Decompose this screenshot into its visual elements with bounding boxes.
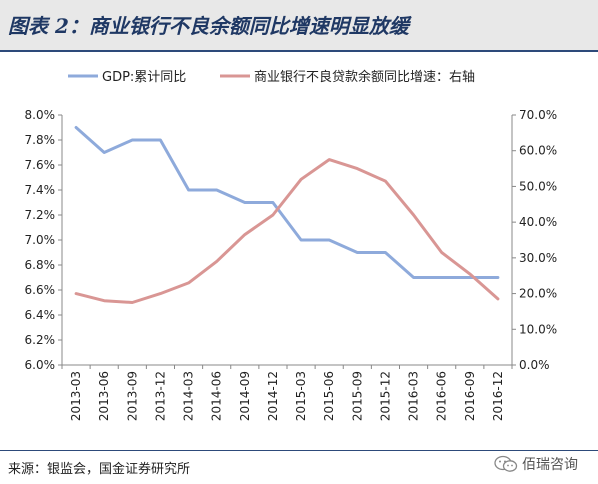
left-tick-label: 8.0% [25, 108, 56, 122]
x-tick-label: 2016-09 [463, 371, 477, 421]
right-tick-label: 30.0% [519, 251, 557, 265]
right-tick-label: 50.0% [519, 179, 557, 193]
line-chart: 6.0% 6.2% 6.4% 6.6% 6.8% 7.0% 7.2% 7.4% 7.6% 7.8%… [25, 69, 558, 421]
footer-divider [0, 450, 598, 451]
x-tick-label: 2013-06 [97, 371, 111, 421]
series-line-2 [74, 158, 500, 304]
left-tick-label: 7.2% [25, 208, 56, 222]
series-line-1 [74, 126, 500, 279]
left-tick-label: 6.8% [25, 258, 56, 272]
x-tick-label: 2016-12 [491, 371, 505, 421]
x-tick-label: 2016-03 [407, 371, 421, 421]
chart-title: 图表 2：商业银行不良余额同比增速明显放缓 [8, 14, 409, 38]
right-tick-label: 40.0% [519, 215, 557, 229]
x-tick-label: 2015-06 [322, 371, 336, 421]
left-tick-label: 7.4% [25, 183, 56, 197]
left-tick-label: 6.6% [25, 283, 56, 297]
left-tick-label: 7.6% [25, 158, 56, 172]
wechat-icon [494, 455, 518, 472]
chart-header: 图表 2：商业银行不良余额同比增速明显放缓 [0, 0, 598, 52]
right-tick-label: 20.0% [519, 287, 557, 301]
x-tick-label: 2014-03 [182, 371, 196, 421]
x-tick-label: 2013-09 [125, 371, 139, 421]
x-tick-label: 2015-03 [294, 371, 308, 421]
left-tick-label: 6.0% [25, 358, 56, 372]
right-tick-label: 60.0% [519, 144, 557, 158]
right-tick-label: 70.0% [519, 108, 557, 122]
x-tick-label: 2015-12 [378, 371, 392, 421]
x-tick-label: 2014-12 [266, 371, 280, 421]
x-tick-label: 2013-03 [69, 371, 83, 421]
x-tick-label: 2014-09 [238, 371, 252, 421]
watermark: 佰瑞咨询 [494, 454, 578, 474]
left-tick-label: 6.4% [25, 308, 56, 322]
left-tick-label: 7.0% [25, 233, 56, 247]
source-note: 来源：银监会，国金证券研究所 [8, 462, 191, 477]
right-tick-label: 10.0% [519, 322, 557, 336]
legend-label-1: GDP:累计同比 [102, 70, 186, 85]
left-tick-label: 7.8% [25, 133, 56, 147]
x-tick-label: 2014-06 [210, 371, 224, 421]
left-tick-label: 6.2% [25, 333, 56, 347]
x-tick-label: 2013-12 [153, 371, 167, 421]
right-tick-label: 0.0% [519, 358, 550, 372]
legend-label-2: 商业银行不良贷款余额同比增速：右轴 [254, 69, 475, 85]
x-tick-label: 2016-06 [435, 371, 449, 421]
watermark-label: 佰瑞咨询 [522, 457, 578, 473]
x-tick-label: 2015-09 [350, 371, 364, 421]
